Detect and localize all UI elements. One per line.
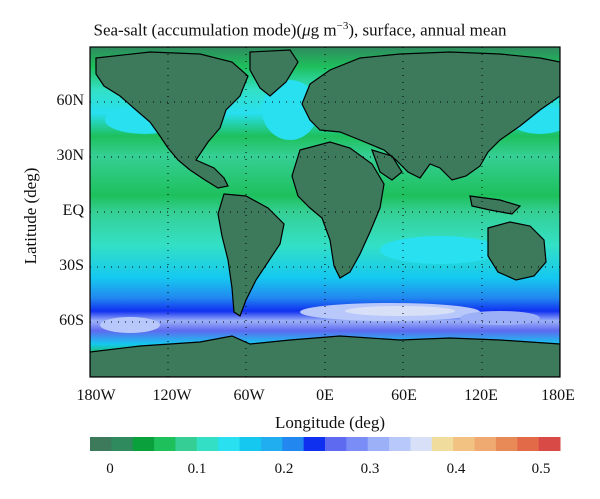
colorbar-tick-label: 0.1 <box>187 461 207 477</box>
x-tick-label: 120W <box>152 387 192 404</box>
x-tick-label: 180W <box>76 387 116 404</box>
colorbar-segment <box>517 437 540 451</box>
colorbar-segment <box>389 437 411 451</box>
colorbar-segment <box>175 437 198 451</box>
colorbar-segment <box>495 437 518 451</box>
colorbar-segment <box>260 437 283 451</box>
colorbar-segment <box>218 437 241 451</box>
colorbar-segment <box>282 437 305 451</box>
indian-ocean-band <box>380 236 500 264</box>
antarctica <box>90 335 560 377</box>
indonesia <box>469 195 522 215</box>
y-tick-label: 60N <box>56 92 84 109</box>
colorbar-segment <box>154 437 176 451</box>
colorbar-segment <box>325 437 347 451</box>
y-tick-label: EQ <box>62 202 84 219</box>
colorbar-tick-label: 0.4 <box>446 461 466 477</box>
plot-frame <box>89 46 561 378</box>
y-tick-label: 30N <box>56 147 84 164</box>
colorbar-tick-label: 0 <box>106 461 114 477</box>
north-america <box>95 51 249 189</box>
colorbar-segment <box>453 437 476 451</box>
chart-title: Sea-salt (accumulation mode)(μg m−3), su… <box>93 20 507 40</box>
colorbar-tick-label: 0.5 <box>531 461 551 477</box>
greenland <box>249 49 299 97</box>
x-tick-label: 180E <box>541 387 575 404</box>
high-concentration-patch <box>460 311 540 325</box>
colorbar-segment <box>474 437 497 451</box>
colorbar-segment <box>410 437 433 451</box>
colorbar-segment <box>196 437 219 451</box>
high-concentration-patch <box>345 306 455 316</box>
colorbar-tick-label: 0.3 <box>360 461 380 477</box>
colorbar-segment <box>346 437 369 451</box>
land-masses <box>90 49 560 377</box>
colorbar-segment <box>538 437 561 451</box>
x-tick-label: 60E <box>391 387 417 404</box>
colorbar-segment <box>239 437 262 451</box>
x-tick-label: 0E <box>316 387 334 404</box>
africa <box>291 141 385 279</box>
arabia <box>371 149 403 181</box>
colorbar-segment <box>111 437 134 451</box>
colorbar <box>90 437 561 451</box>
colorbar-segment <box>431 437 454 451</box>
north-atlantic-band <box>262 80 318 140</box>
colorbar-segment <box>90 437 112 451</box>
y-tick-label: 30S <box>59 257 84 274</box>
y-axis-title: Latitude (deg) <box>21 167 40 265</box>
x-axis-title: Longitude (deg) <box>275 413 385 432</box>
colorbar-tick-label: 0.2 <box>274 461 294 477</box>
x-tick-label: 120E <box>464 387 498 404</box>
x-tick-label: 60W <box>233 387 265 404</box>
colorbar-segment <box>132 437 155 451</box>
eurasia <box>301 51 560 181</box>
colorbar-segment <box>303 437 326 451</box>
colorbar-segment <box>367 437 390 451</box>
high-concentration-patch <box>100 317 160 333</box>
australia <box>487 221 547 281</box>
y-tick-label: 60S <box>59 312 84 329</box>
